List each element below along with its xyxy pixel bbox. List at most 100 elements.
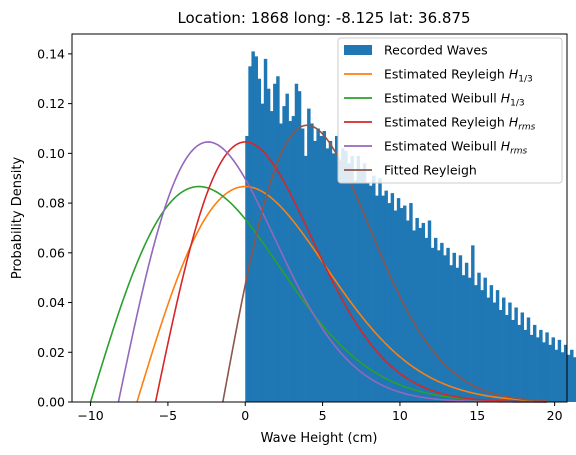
histogram-bar [319, 135, 323, 402]
legend: Recorded Waves Estimated Reyleigh H1/3 Est… [337, 37, 563, 184]
histogram-bar [316, 128, 320, 403]
histogram-bar [486, 297, 490, 402]
histogram-bar [468, 277, 472, 402]
plot-area [89, 51, 576, 403]
histogram-bar [260, 103, 265, 403]
histogram-bar [523, 329, 528, 402]
y-tick-label: 0.10 [37, 146, 65, 161]
histogram-bar [498, 310, 503, 402]
x-tick-label: −10 [77, 408, 103, 423]
histogram-bar [285, 93, 289, 403]
histogram-bar [381, 195, 385, 402]
histogram-bar [548, 344, 552, 402]
histogram-bar [257, 78, 262, 402]
histogram-bar [529, 334, 534, 402]
histogram-bar [458, 255, 463, 402]
x-axis: −10 −5 0 5 10 15 20 [77, 402, 563, 423]
series-line [136, 185, 547, 403]
legend-entry-label: Recorded Waves [384, 43, 488, 58]
legend-box [337, 37, 563, 184]
histogram-bar [421, 222, 426, 402]
x-tick-label: 5 [319, 408, 327, 423]
histogram-bar [563, 344, 568, 402]
histogram-bar [396, 198, 401, 402]
histogram-bar [291, 116, 296, 403]
histogram-bar [455, 267, 460, 402]
histogram-bar [313, 140, 317, 403]
y-axis-label: Probability Density [10, 157, 25, 280]
histogram-bar [418, 227, 422, 402]
histogram-bar [297, 91, 302, 402]
histogram-bar [412, 230, 416, 402]
histogram-bar [356, 155, 361, 402]
histogram-bar [474, 285, 478, 402]
histogram-bar [415, 218, 419, 402]
histogram-bar [276, 76, 280, 403]
histogram-bar [551, 337, 555, 402]
histogram-bar [427, 220, 432, 402]
histogram-bar [338, 160, 342, 402]
histogram-bar [433, 237, 438, 402]
histogram-bar [409, 203, 413, 402]
histogram-bar [471, 245, 475, 402]
histogram-bar [266, 88, 271, 402]
histogram-bar [464, 262, 469, 402]
legend-entry-label: Estimated Reyleigh Hrms [384, 115, 536, 133]
histogram-bar [310, 123, 314, 402]
x-tick-label: 15 [469, 408, 485, 423]
x-tick-label: 10 [392, 408, 408, 423]
histogram-bar [359, 170, 364, 402]
histogram-bar [557, 339, 562, 402]
histogram-bar [334, 135, 339, 402]
histogram-bar [325, 148, 330, 402]
histogram-bar [477, 272, 481, 402]
histogram-bar [514, 307, 518, 402]
histogram-bar [251, 51, 255, 402]
x-tick-label: −5 [159, 408, 177, 423]
histogram-bar [554, 349, 559, 402]
histogram-bar [560, 352, 565, 402]
histogram-bar [322, 130, 327, 402]
histogram-bar [387, 203, 391, 402]
x-tick-label: 20 [547, 408, 563, 423]
histogram-bar [369, 185, 373, 402]
x-tick-label: 0 [241, 408, 249, 423]
histogram-bar [461, 275, 466, 402]
histogram-bar [502, 297, 506, 402]
series-line [154, 141, 547, 403]
histogram-bar [536, 337, 540, 402]
histogram-bar [350, 155, 354, 402]
chart-title: Location: 1868 long: -8.125 lat: 36.875 [177, 9, 470, 27]
histogram-bar [378, 178, 382, 402]
legend-entry-label: Estimated Weibull Hrms [384, 139, 528, 157]
histogram-bar [282, 106, 286, 403]
legend-entry-label: Fitted Reyleigh [384, 163, 477, 178]
histogram-bar [449, 265, 453, 402]
histogram-bar [279, 123, 283, 402]
histogram-bar [570, 349, 574, 402]
histogram-bar [542, 342, 546, 402]
histogram-bar [393, 210, 398, 402]
histogram-bar [307, 108, 311, 402]
histogram-bar [483, 277, 487, 402]
histogram-bar [273, 83, 277, 402]
histogram-bar [399, 208, 404, 402]
legend-entry-label: Estimated Weibull H1/3 [384, 91, 525, 109]
histogram-bar [403, 205, 407, 402]
histogram-bar [304, 155, 308, 402]
histogram-bar [567, 354, 571, 402]
histogram-bar [505, 314, 509, 402]
series-line [222, 124, 547, 403]
histogram-bar [539, 329, 543, 402]
y-tick-label: 0.06 [37, 245, 65, 260]
histogram-bar [300, 128, 305, 403]
histogram-bar [375, 195, 379, 402]
histogram-bar [254, 56, 258, 402]
y-tick-label: 0.00 [37, 395, 65, 410]
axes-frame [71, 33, 568, 403]
histogram-bar [372, 175, 376, 402]
legend-entry-label: Estimated Reyleigh H1/3 [384, 67, 533, 85]
histogram-bar [573, 357, 576, 402]
histogram-bar [489, 285, 494, 402]
y-axis: 0.00 0.02 0.04 0.06 0.08 0.10 0.12 0.14 [37, 46, 72, 410]
